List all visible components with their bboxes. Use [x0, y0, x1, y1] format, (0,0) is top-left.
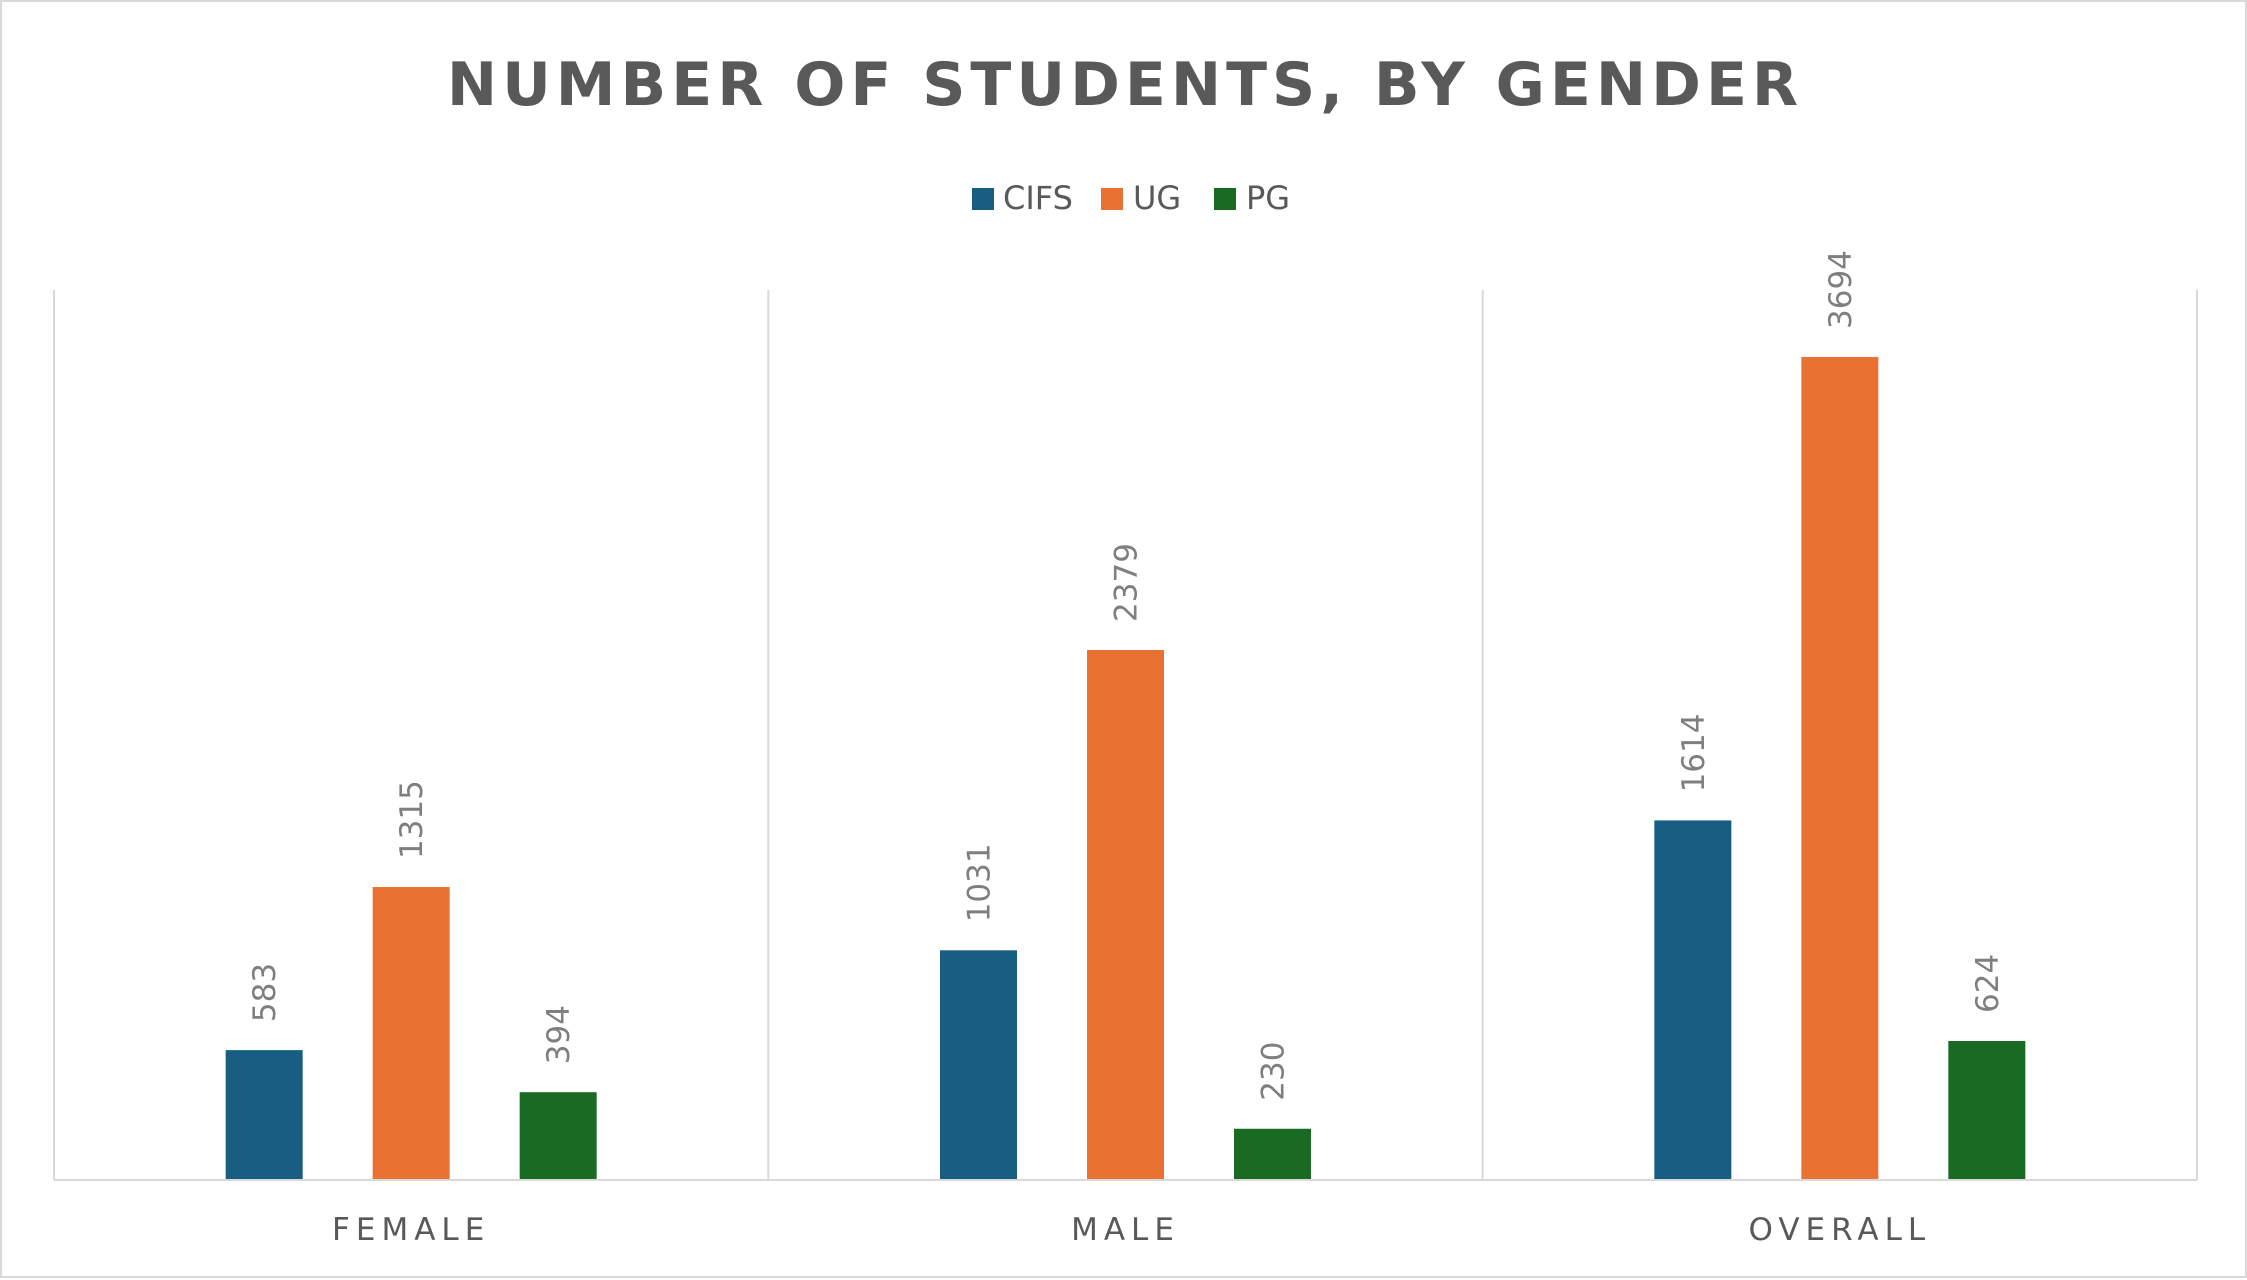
bar-female-pg — [519, 1092, 597, 1180]
gridlines — [53, 290, 2198, 1180]
value-label-male-cifs: 1031 — [962, 843, 998, 922]
bar-overall-ug — [1801, 357, 1879, 1180]
value-label-female-cifs: 583 — [247, 963, 283, 1022]
bar-female-ug — [372, 887, 450, 1180]
bar-male-ug — [1087, 649, 1164, 1180]
legend-label-cifs: CIFS — [1003, 179, 1073, 217]
legend-swatch-pg — [1214, 188, 1236, 210]
bar-female-cifs — [225, 1050, 303, 1180]
legend-label-ug: UG — [1133, 179, 1181, 217]
value-label-overall-pg: 624 — [1970, 954, 2006, 1013]
value-label-overall-ug: 3694 — [1823, 250, 1859, 329]
category-label-overall: OVERALL — [1748, 1212, 1931, 1248]
chart-title: NUMBER OF STUDENTS, BY GENDER — [447, 50, 1803, 120]
legend-swatch-cifs — [972, 188, 994, 210]
legend-swatch-ug — [1101, 188, 1123, 210]
value-label-male-pg: 230 — [1256, 1042, 1292, 1101]
bar-male-pg — [1234, 1128, 1311, 1180]
category-label-male: MALE — [1071, 1212, 1180, 1248]
value-label-male-ug: 2379 — [1109, 543, 1145, 622]
bar-overall-cifs — [1654, 820, 1732, 1180]
category-label-female: FEMALE — [332, 1212, 490, 1248]
category-labels: FEMALE MALE OVERALL — [332, 1212, 1931, 1248]
legend: CIFS UG PG — [972, 179, 1290, 217]
value-label-female-pg: 394 — [541, 1005, 577, 1064]
value-label-overall-cifs: 1614 — [1676, 714, 1712, 793]
legend-label-pg: PG — [1246, 179, 1290, 217]
value-labels: 583 1315 394 1031 2379 230 1614 3694 624 — [247, 250, 2006, 1101]
bar-overall-pg — [1948, 1040, 2026, 1180]
bar-male-cifs — [940, 950, 1017, 1180]
value-label-female-ug: 1315 — [394, 780, 430, 859]
bars — [225, 357, 2026, 1180]
